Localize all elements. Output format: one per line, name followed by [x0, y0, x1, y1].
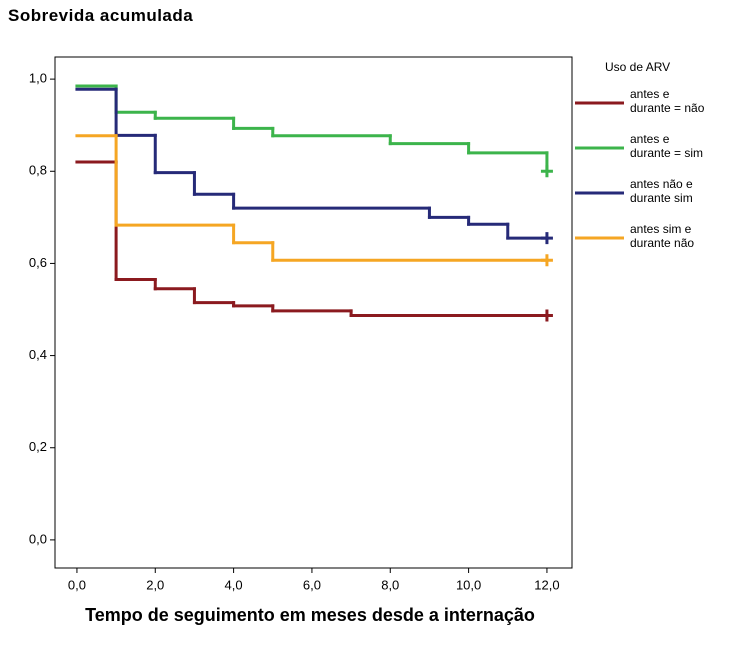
x-tick-label: 6,0 — [303, 577, 321, 592]
chart-title: Sobrevida acumulada — [8, 6, 194, 25]
x-tick-label: 10,0 — [456, 577, 481, 592]
y-tick-label: 0,6 — [29, 255, 47, 270]
legend-label: antes e durante = não — [630, 87, 705, 115]
y-tick-label: 0,4 — [29, 347, 47, 362]
y-tick-label: 0,8 — [29, 163, 47, 178]
censor-mark — [540, 254, 553, 267]
legend-label: antes não e durante sim — [630, 177, 693, 205]
x-tick-label: 8,0 — [381, 577, 399, 592]
x-tick-label: 4,0 — [225, 577, 243, 592]
censor-mark — [540, 232, 553, 245]
legend-label: antes e durante = sim — [630, 132, 704, 160]
y-tick-label: 1,0 — [29, 71, 47, 86]
plot-frame — [54, 56, 573, 569]
y-tick-label: 0,2 — [29, 439, 47, 454]
y-tick-label: 0,0 — [29, 531, 47, 546]
censor-mark — [540, 165, 553, 178]
x-axis-label: Tempo de seguimento em meses desde a int… — [85, 605, 535, 625]
x-tick-label: 2,0 — [146, 577, 164, 592]
legend-label: antes sim e durante não — [630, 222, 695, 250]
x-tick-label: 12,0 — [534, 577, 559, 592]
x-tick-label: 0,0 — [68, 577, 86, 592]
censor-mark — [540, 309, 553, 322]
legend-title: Uso de ARV — [605, 60, 671, 74]
